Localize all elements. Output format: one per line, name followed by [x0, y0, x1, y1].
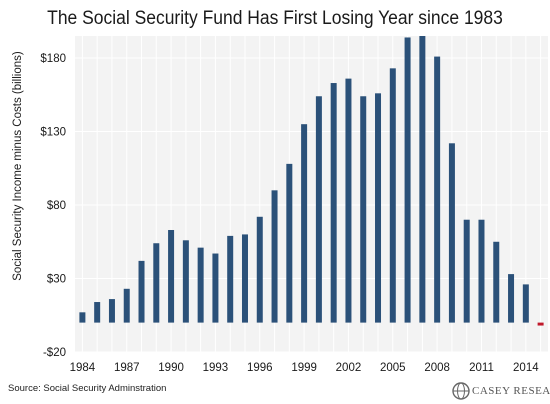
bar-1984	[79, 312, 86, 323]
bar-1990	[168, 230, 175, 323]
bar-1987	[123, 288, 130, 323]
x-tick-label: 1999	[291, 362, 317, 374]
bar-2014	[522, 284, 529, 323]
bar-2009	[448, 143, 455, 323]
x-tick-label: 2011	[469, 362, 494, 374]
x-tick-label: 2005	[380, 362, 406, 374]
y-tick-label: $30	[47, 274, 66, 286]
x-tick-label: 2002	[336, 362, 362, 374]
casey-research-logo: CASEY RESEARCH	[452, 381, 550, 401]
bar-2000	[315, 96, 322, 323]
bar-2005	[389, 68, 396, 323]
globe-icon	[452, 382, 470, 400]
bar-1996	[256, 216, 263, 323]
x-tick-label: 1996	[247, 362, 273, 374]
x-tick-label: 1990	[158, 362, 184, 374]
bar-1998	[286, 163, 293, 323]
x-tick-label: 1987	[114, 362, 140, 374]
bar-2001	[330, 83, 337, 323]
bar-2008	[434, 56, 441, 323]
source-note: Source: Social Security Adminstration	[8, 383, 167, 394]
x-tick-label: 1993	[203, 362, 229, 374]
bar-2006	[404, 37, 411, 323]
x-tick-label: 1984	[70, 362, 96, 374]
bar-1986	[108, 299, 115, 323]
bar-2004	[375, 93, 382, 323]
bar-1995	[241, 234, 248, 323]
bar-1988	[138, 260, 145, 323]
bar-1991	[182, 240, 189, 323]
bar-1994	[227, 235, 234, 323]
chart-title: The Social Security Fund Has First Losin…	[47, 8, 503, 29]
bar-1989	[153, 243, 160, 323]
plot-area	[75, 36, 548, 352]
logo-text: CASEY RESEARCH	[472, 385, 550, 397]
bar-2003	[360, 96, 367, 323]
y-tick-label: $130	[40, 127, 66, 139]
bar-2002	[345, 78, 352, 323]
bar-1993	[212, 253, 219, 323]
bar-2015	[537, 322, 544, 326]
y-tick-label: $80	[47, 200, 66, 212]
bar-1997	[271, 190, 278, 323]
bar-2010	[463, 219, 470, 323]
bar-1992	[197, 247, 204, 323]
bar-2012	[493, 241, 500, 323]
y-tick-label: -$20	[43, 347, 66, 359]
bar-2013	[508, 274, 515, 323]
bar-2007	[419, 36, 426, 323]
bar-2011	[478, 219, 485, 323]
x-tick-label: 2008	[424, 362, 450, 374]
x-tick-label: 2014	[513, 362, 539, 374]
bar-1999	[301, 124, 308, 323]
bar-1985	[94, 302, 101, 323]
y-tick-label: $180	[40, 53, 66, 65]
